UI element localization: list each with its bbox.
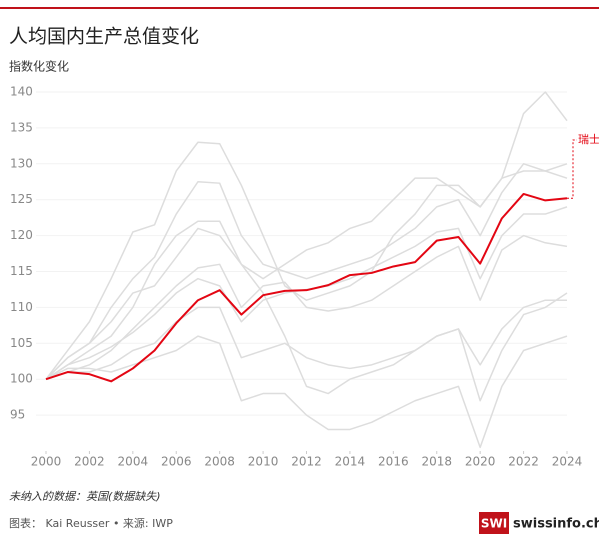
x-tick-label: 2016 bbox=[378, 455, 409, 469]
x-tick-label: 2004 bbox=[118, 455, 149, 469]
logo: SWI bbox=[481, 517, 507, 531]
series-line bbox=[45, 299, 567, 380]
x-tick-label: 2000 bbox=[31, 455, 62, 469]
series-line bbox=[45, 335, 568, 449]
x-tick-label: 2008 bbox=[204, 455, 235, 469]
y-tick-label: 105 bbox=[10, 336, 33, 350]
series-line bbox=[45, 206, 568, 380]
top-rule bbox=[0, 7, 599, 9]
chart-title: 人均国内生产总值变化 bbox=[9, 26, 199, 48]
y-tick-label: 115 bbox=[10, 264, 33, 278]
x-tick-label: 2022 bbox=[508, 455, 539, 469]
credit: 图表： Kai Reusser • 来源: IWP bbox=[9, 516, 173, 530]
label-leader bbox=[567, 139, 577, 199]
x-tick-label: 2018 bbox=[421, 455, 452, 469]
x-tick-label: 2002 bbox=[74, 455, 105, 469]
y-tick-label: 140 bbox=[10, 85, 33, 99]
chart-subtitle: 指数化变化 bbox=[9, 59, 69, 74]
series-line bbox=[45, 192, 568, 383]
series-line bbox=[45, 234, 568, 380]
y-tick-label: 125 bbox=[10, 192, 33, 206]
x-tick-label: 2024 bbox=[552, 455, 583, 469]
series-line bbox=[45, 170, 568, 380]
footnote: 未纳入的数据：英国(数据缺失) bbox=[9, 490, 161, 503]
y-tick-label: 110 bbox=[10, 300, 33, 314]
y-tick-label: 130 bbox=[10, 156, 33, 170]
x-tick-label: 2006 bbox=[161, 455, 192, 469]
series-line bbox=[45, 163, 568, 380]
logo-box bbox=[479, 512, 509, 534]
y-tick-label: 95 bbox=[10, 408, 25, 422]
y-tick-label: 135 bbox=[10, 120, 33, 134]
x-tick-label: 2020 bbox=[465, 455, 496, 469]
x-tick-label: 2014 bbox=[335, 455, 366, 469]
y-tick-label: 120 bbox=[10, 228, 33, 242]
x-tick-label: 2010 bbox=[248, 455, 279, 469]
brand-site: swissinfo.ch bbox=[513, 517, 599, 532]
series-line bbox=[45, 227, 568, 402]
x-tick-label: 2012 bbox=[291, 455, 322, 469]
y-tick-label: 100 bbox=[10, 372, 33, 386]
series-label: 瑞士 bbox=[578, 132, 599, 146]
